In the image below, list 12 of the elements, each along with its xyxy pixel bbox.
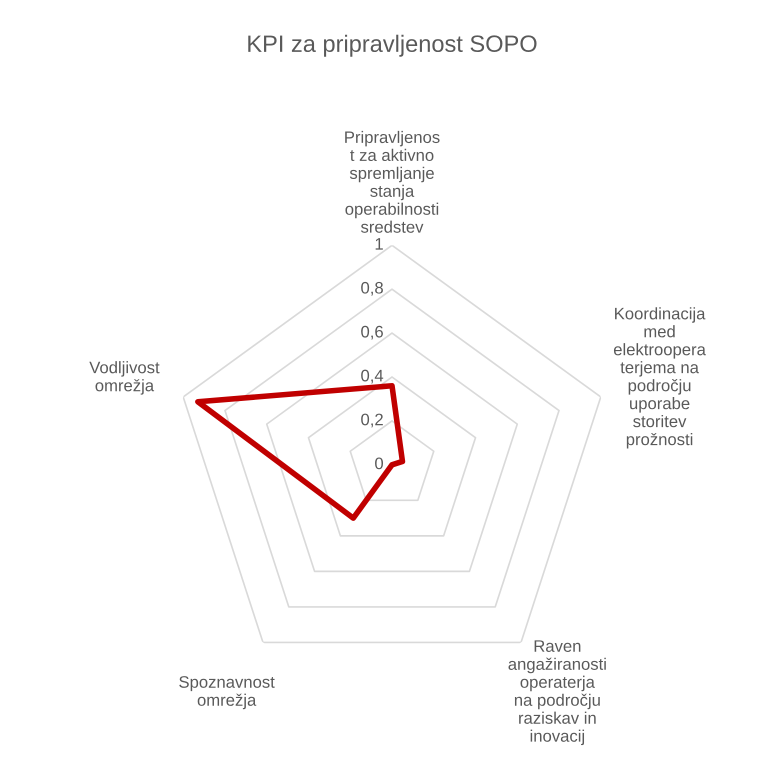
spoke-label: Koordinacija med elektroopera terjema na področju uporabe storitev prožnosti [614,307,706,449]
y-tick-label: 0,4 [361,370,384,384]
spoke-label: Pripravljenos t za aktivno spremljanje stanja operabilnosti sredstev [345,130,440,233]
y-tick-label: 0,8 [361,282,383,296]
chart-title: KPI za pripravljenost SOPO [248,34,537,57]
spoke-label: Raven angažiranosti operaterja na področju raziskav in inovacij [508,640,606,746]
y-tick-label: 0,6 [361,326,383,340]
y-tick-label: 0,2 [361,414,383,428]
spoke-label: Vodljivost omrežja [89,361,160,395]
y-tick-label: 0 [375,457,384,470]
y-tick-label: 1 [376,238,383,250]
spoke-label: Spoznavnost omrežja [179,676,275,710]
